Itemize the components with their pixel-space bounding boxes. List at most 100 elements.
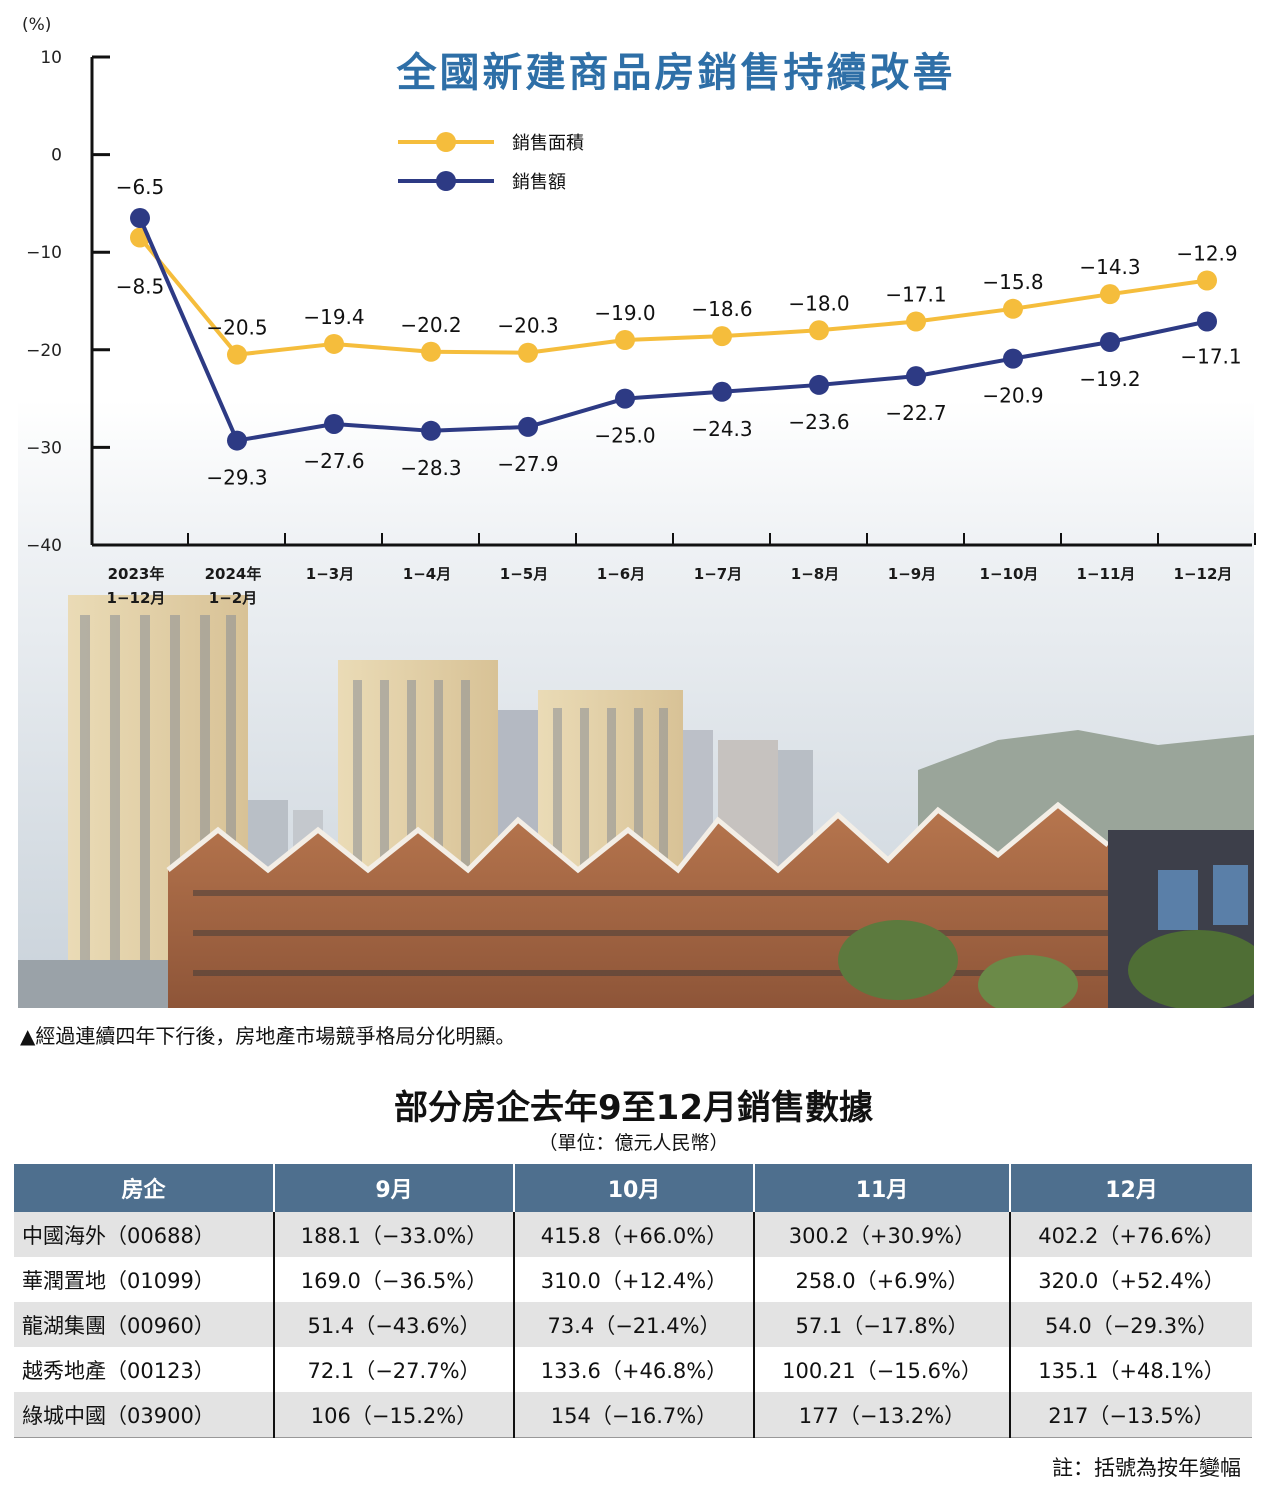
company-cell: 華潤置地（01099） xyxy=(14,1257,274,1302)
data-point xyxy=(1003,348,1023,369)
data-point xyxy=(1003,298,1023,319)
data-label: −12.9 xyxy=(1176,242,1237,266)
data-point xyxy=(324,333,344,354)
legend-label: 銷售面積 xyxy=(512,133,584,154)
data-point xyxy=(1100,331,1120,352)
data-point xyxy=(421,341,441,362)
x-tick-label: 2024年 xyxy=(205,565,262,583)
value-cell: 57.1（−17.8%） xyxy=(753,1302,1010,1347)
photo-caption: ▲經過連續四年下行後，房地產市場競爭格局分化明顯。 xyxy=(20,1024,516,1048)
table-title: 部分房企去年9至12月銷售數據 xyxy=(394,1088,873,1128)
value-cell: 188.1（−33.0%） xyxy=(273,1212,514,1257)
value-cell: 300.2（+30.9%） xyxy=(753,1212,1010,1257)
company-cell: 龍湖集團（00960） xyxy=(14,1302,274,1347)
line-chart: 全國新建商品房銷售持續改善 (%) 10 0 −10 −20 −30 −40 2023年 1−… xyxy=(22,15,1256,607)
data-point xyxy=(130,208,150,229)
value-cell: 402.2（+76.6%） xyxy=(1009,1212,1252,1257)
x-tick-label: 2023年 xyxy=(108,565,165,583)
value-cell: 415.8（+66.0%） xyxy=(513,1212,754,1257)
x-tick-label: 1−7月 xyxy=(694,565,742,583)
data-label: −19.0 xyxy=(594,301,655,325)
table-row: 華潤置地（01099） 169.0（−36.5%） 310.0（+12.4%） … xyxy=(14,1257,1252,1302)
y-axis-unit: (%) xyxy=(22,15,51,35)
data-point xyxy=(1197,270,1217,291)
value-cell: 72.1（−27.7%） xyxy=(273,1347,514,1392)
value-cell: 73.4（−21.4%） xyxy=(513,1302,754,1347)
value-cell: 154（−16.7%） xyxy=(513,1392,754,1438)
y-tick-label: −30 xyxy=(26,438,62,458)
value-cell: 177（−13.2%） xyxy=(753,1392,1010,1438)
data-label: −18.6 xyxy=(691,297,752,321)
table-row: 中國海外（00688） 188.1（−33.0%） 415.8（+66.0%） … xyxy=(14,1212,1252,1257)
data-label: −27.6 xyxy=(303,449,364,473)
series-line-1 xyxy=(138,217,1208,443)
data-label: −18.0 xyxy=(788,291,849,315)
x-tick-label: 1−5月 xyxy=(500,565,548,583)
x-tick-label: 1−6月 xyxy=(597,565,645,583)
table-row: 龍湖集團（00960） 51.4（−43.6%） 73.4（−21.4%） 57… xyxy=(14,1302,1252,1347)
value-cell: 310.0（+12.4%） xyxy=(513,1257,754,1302)
data-label: −23.6 xyxy=(788,410,849,434)
data-label: −20.5 xyxy=(206,316,267,340)
data-label: −28.3 xyxy=(400,456,461,480)
value-cell: 54.0（−29.3%） xyxy=(1009,1302,1252,1347)
y-tick-label: 0 xyxy=(51,146,62,166)
x-tick-label: 1−10月 xyxy=(980,565,1039,583)
data-point xyxy=(518,342,538,363)
legend-label: 銷售額 xyxy=(512,172,566,193)
data-label: −24.3 xyxy=(691,417,752,441)
y-tick-label: −10 xyxy=(26,243,62,263)
data-point xyxy=(809,374,829,395)
series-line-0 xyxy=(138,236,1208,357)
data-point xyxy=(1197,311,1217,332)
data-point xyxy=(615,330,635,351)
value-cell: 51.4（−43.6%） xyxy=(273,1302,514,1347)
header-dec: 12月 xyxy=(1009,1164,1252,1212)
header-company: 房企 xyxy=(14,1164,274,1212)
data-point xyxy=(1100,284,1120,305)
data-point xyxy=(906,311,926,332)
chart-title: 全國新建商品房銷售持續改善 xyxy=(396,50,956,96)
company-cell: 中國海外（00688） xyxy=(14,1212,274,1257)
legend-swatch-marker xyxy=(436,171,456,191)
data-label: −22.7 xyxy=(885,401,946,425)
data-label: −27.9 xyxy=(497,452,558,476)
x-tick-label: 1−4月 xyxy=(403,565,451,583)
data-point xyxy=(227,430,247,451)
data-label: −14.3 xyxy=(1079,255,1140,279)
x-tick-label: 1−11月 xyxy=(1077,565,1136,583)
table-unit: （單位：億元人民幣） xyxy=(538,1132,729,1154)
x-tick-label: 1−3月 xyxy=(306,565,354,583)
data-label: −20.9 xyxy=(982,384,1043,408)
data-point xyxy=(518,416,538,437)
data-label: −15.8 xyxy=(982,270,1043,294)
x-tick-label: 1−12月 xyxy=(1174,565,1233,583)
header-nov: 11月 xyxy=(753,1164,1010,1212)
data-label: −29.3 xyxy=(206,466,267,490)
data-label: −20.3 xyxy=(497,314,558,338)
data-label: −8.5 xyxy=(116,275,165,299)
sales-table: 房企 9月 10月 11月 12月 中國海外（00688） 188.1（−33.… xyxy=(14,1164,1252,1438)
value-cell: 106（−15.2%） xyxy=(273,1392,514,1438)
value-cell: 135.1（+48.1%） xyxy=(1009,1347,1252,1392)
value-cell: 100.21（−15.6%） xyxy=(753,1347,1010,1392)
series-lines: −8.5 −20.5 −19.4 −20.2 −20.3 −19.0 −18.6 −18.0 −… xyxy=(116,175,1242,490)
value-cell: 320.0（+52.4%） xyxy=(1009,1257,1252,1302)
x-tick-label: 1−12月 xyxy=(107,589,166,607)
data-point xyxy=(615,388,635,409)
header-sep: 9月 xyxy=(273,1164,514,1212)
x-tick-label: 1−8月 xyxy=(791,565,839,583)
data-label: −25.0 xyxy=(594,424,655,448)
data-label: −6.5 xyxy=(116,175,165,199)
value-cell: 217（−13.5%） xyxy=(1009,1392,1252,1438)
legend-swatch-marker xyxy=(436,132,456,152)
value-cell: 133.6（+46.8%） xyxy=(513,1347,754,1392)
data-label: −17.1 xyxy=(1180,344,1241,368)
data-point xyxy=(712,381,732,402)
value-cell: 258.0（+6.9%） xyxy=(753,1257,1010,1302)
company-cell: 綠城中國（03900） xyxy=(14,1392,274,1438)
data-point xyxy=(421,420,441,441)
data-point xyxy=(324,413,344,434)
value-cell: 169.0（−36.5%） xyxy=(273,1257,514,1302)
